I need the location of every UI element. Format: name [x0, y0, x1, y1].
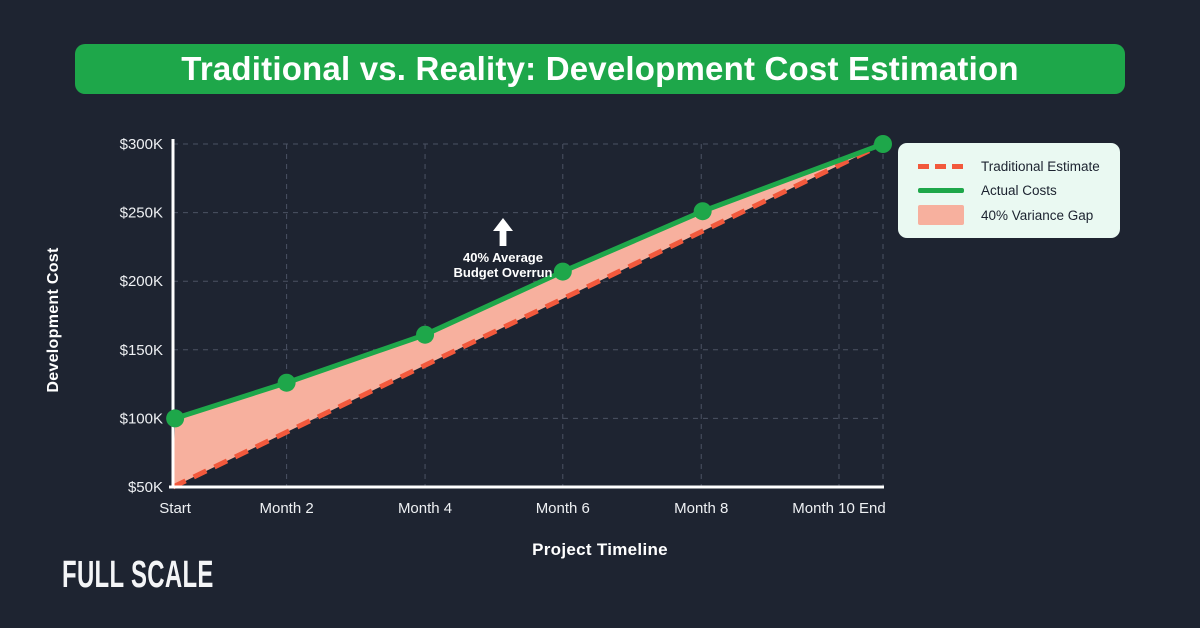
page-title: Traditional vs. Reality: Development Cos… — [181, 50, 1019, 87]
annotation-line-2: Budget Overrun — [453, 265, 553, 280]
x-axis-title: Project Timeline — [532, 540, 668, 559]
x-tick-label: Start — [159, 500, 192, 517]
x-tick-label: Month 6 — [536, 500, 590, 517]
up-arrow-icon — [493, 218, 513, 246]
data-point-marker — [553, 262, 572, 281]
legend-label: Traditional Estimate — [981, 158, 1100, 174]
y-axis-title-text: Development Cost — [45, 247, 62, 393]
data-point-marker — [693, 202, 712, 221]
solid-line-swatch-icon — [918, 188, 964, 193]
legend-label: Actual Costs — [981, 183, 1057, 198]
legend-item-actual: Actual Costs — [918, 181, 1106, 201]
y-tick-label: $300K — [120, 136, 163, 153]
y-tick-label: $250K — [120, 205, 163, 222]
legend-item-variance: 40% Variance Gap — [918, 205, 1106, 225]
data-point-marker — [277, 373, 296, 392]
data-point-marker — [416, 325, 435, 344]
filled-rect-swatch-icon — [918, 205, 964, 225]
data-point-marker — [166, 409, 185, 428]
title-banner: Traditional vs. Reality: Development Cos… — [75, 44, 1125, 94]
data-point-marker — [874, 135, 892, 153]
legend-item-traditional: Traditional Estimate — [918, 156, 1106, 176]
dashed-line-swatch-icon — [918, 163, 964, 169]
traditional-estimate-line — [171, 141, 885, 490]
x-tick-label: Month 8 — [674, 500, 728, 517]
y-tick-label: $50K — [128, 479, 163, 496]
actual-costs-line — [172, 141, 886, 421]
y-tick-label: $200K — [120, 273, 163, 290]
x-tick-label: Month 10 End — [792, 500, 885, 517]
overrun-annotation: 40% Average Budget Overrun — [433, 218, 573, 280]
y-tick-label: $150K — [120, 342, 163, 359]
legend-label: 40% Variance Gap — [981, 207, 1094, 223]
x-tick-label: Month 4 — [398, 500, 452, 517]
x-tick-label: Month 2 — [259, 500, 313, 517]
y-tick-label: $100K — [120, 410, 163, 427]
full-scale-logo: FULL SCALE — [62, 554, 214, 596]
annotation-line-1: 40% Average — [463, 250, 543, 265]
chart-legend: Traditional Estimate Actual Costs 40% Va… — [898, 143, 1120, 238]
